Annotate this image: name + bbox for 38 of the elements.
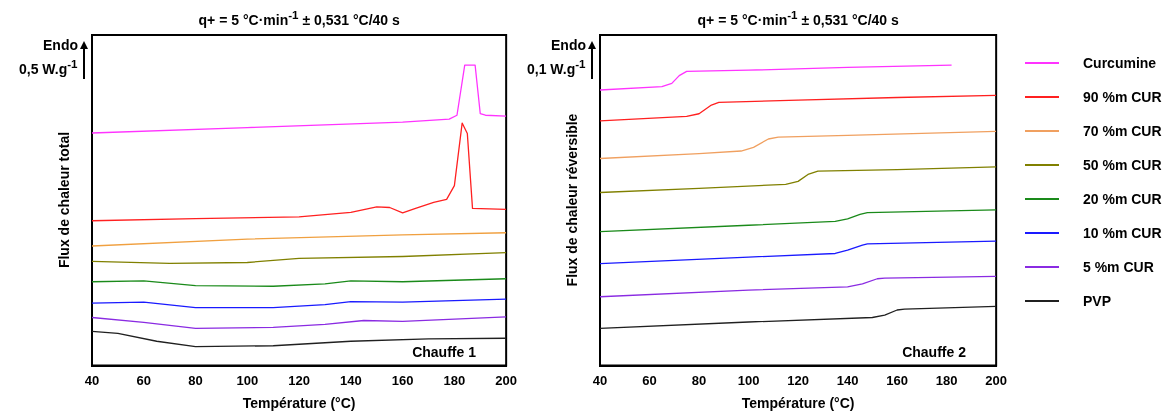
x-tick-label: 120 xyxy=(288,372,310,388)
x-tick-label: 140 xyxy=(836,372,859,388)
legend-label: 90 %m CUR xyxy=(1083,89,1162,105)
x-tick-label: 80 xyxy=(188,372,203,388)
x-tick-label: 40 xyxy=(84,372,100,388)
legend-label: 20 %m CUR xyxy=(1083,191,1162,207)
y-axis-title: Flux de chaleur réversible xyxy=(563,113,580,287)
legend-label: PVP xyxy=(1083,293,1112,309)
x-tick-label: 180 xyxy=(443,372,466,388)
text: 0,5 W.g$^{-1}$ xyxy=(19,57,78,77)
x-tick-label: 200 xyxy=(985,372,1008,388)
chart-title: q+ = 5 °C·min$^{-1}$ ± 0,531 °C/40 s xyxy=(697,8,899,28)
y-axis-title: Flux de chaleur total xyxy=(56,132,73,269)
legend-label: 5 %m CUR xyxy=(1083,259,1154,275)
x-tick-label: 40 xyxy=(592,372,608,388)
x-axis-title: Température (°C) xyxy=(242,395,356,412)
x-tick-label: 160 xyxy=(391,372,414,388)
chart-title: q+ = 5 °C·min$^{-1}$ ± 0,531 °C/40 s xyxy=(198,8,400,28)
x-tick-label: 80 xyxy=(691,372,707,388)
annotation: Chauffe 1 xyxy=(412,343,476,360)
x-tick-label: 120 xyxy=(787,372,809,388)
text: 0,1 W.g$^{-1}$ xyxy=(527,57,586,77)
x-tick-label: 180 xyxy=(935,372,958,388)
text: Endo xyxy=(43,37,78,53)
x-tick-label: 100 xyxy=(737,372,760,388)
x-tick-label: 60 xyxy=(642,372,657,388)
x-tick-label: 200 xyxy=(495,372,518,388)
legend-label: Curcumine xyxy=(1083,55,1157,71)
x-tick-label: 160 xyxy=(886,372,908,388)
legend-label: 70 %m CUR xyxy=(1083,123,1162,139)
x-tick-label: 140 xyxy=(340,372,362,388)
x-tick-label: 60 xyxy=(136,372,151,388)
legend-label: 10 %m CUR xyxy=(1083,225,1162,241)
x-tick-label: 100 xyxy=(236,372,259,388)
legend-label: 50 %m CUR xyxy=(1083,157,1162,173)
text: Endo xyxy=(551,37,586,53)
annotation: Chauffe 2 xyxy=(902,343,966,360)
x-axis-title: Température (°C) xyxy=(741,395,855,412)
